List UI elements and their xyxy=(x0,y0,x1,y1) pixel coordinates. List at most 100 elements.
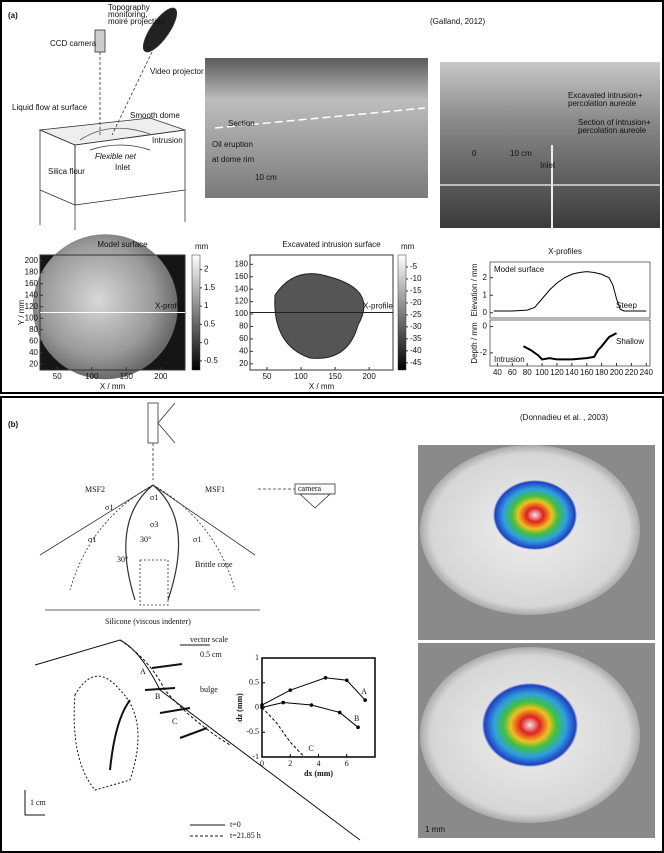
series-label: Model surface xyxy=(494,265,545,274)
label: 30° xyxy=(140,535,151,544)
section-line xyxy=(214,107,426,129)
x-tick-label: 100 xyxy=(85,372,99,381)
y-tick-label: 40 xyxy=(29,348,38,357)
label: σ3 xyxy=(150,520,158,529)
label: 0 xyxy=(472,149,477,158)
colorbar-tick-label: -40 xyxy=(410,346,422,355)
intrusion-shape xyxy=(274,273,365,359)
colorbar xyxy=(397,254,407,371)
x-tick-label: 100 xyxy=(535,368,549,377)
point xyxy=(260,703,264,707)
label: 10 cm xyxy=(255,173,277,182)
citation: (Donnadieu et al. , 2003) xyxy=(520,413,608,422)
x-tick-label: 80 xyxy=(523,368,532,377)
label: Excavated intrusion+ xyxy=(568,91,643,100)
label: Inlet xyxy=(115,163,131,172)
label: A xyxy=(140,667,146,676)
y-label: Elevation / mm xyxy=(470,263,479,316)
annotation: Shallow xyxy=(616,337,644,346)
panel-a-frame xyxy=(0,0,664,394)
label: σ1 xyxy=(105,503,113,512)
y-tick-label: 1 xyxy=(483,290,488,299)
dome-shape xyxy=(32,234,178,380)
x-tick-label: 220 xyxy=(625,368,639,377)
label: Flexible net xyxy=(95,152,137,161)
displacement-field xyxy=(493,480,577,550)
series-line xyxy=(261,707,305,758)
label: Intrusion xyxy=(152,136,183,145)
point xyxy=(356,725,360,730)
x-tick-label: 200 xyxy=(362,372,376,381)
label: Inlet xyxy=(540,161,556,170)
annotation: Steep xyxy=(616,301,637,310)
colorbar-tick-label: 1.5 xyxy=(204,283,216,292)
y-tick-label: 2 xyxy=(483,273,488,282)
y-tick-label: 160 xyxy=(25,279,39,288)
x-tick-label: 180 xyxy=(595,368,609,377)
profile-line xyxy=(523,332,617,361)
point xyxy=(281,700,285,705)
label: X-profile xyxy=(155,302,185,311)
y-label: Depth / mm xyxy=(470,322,479,364)
x-tick-label: 2 xyxy=(288,759,292,768)
label: σ1 xyxy=(150,493,158,502)
plot-frame xyxy=(489,319,651,367)
x-tick-label: 4 xyxy=(317,759,321,768)
y-tick-label: 20 xyxy=(239,359,248,368)
y-tick-label: -1 xyxy=(252,752,259,761)
y-tick-label: 180 xyxy=(235,259,249,268)
y-tick-label: 0 xyxy=(483,322,488,331)
y-tick-label: 60 xyxy=(29,336,38,345)
colorbar xyxy=(191,254,201,371)
y-tick-label: 160 xyxy=(235,272,249,281)
series-label: A xyxy=(361,687,367,696)
y-tick-label: 180 xyxy=(25,267,39,276)
point xyxy=(337,710,342,715)
y-tick-label: -2 xyxy=(480,348,488,357)
point xyxy=(288,688,293,692)
colorbar-tick-label: 0.5 xyxy=(204,319,216,328)
y-tick-label: 120 xyxy=(25,302,39,311)
x-tick-label: 140 xyxy=(565,368,579,377)
plot-frame xyxy=(261,657,376,758)
x-label: X / mm xyxy=(309,382,335,391)
label: 0.5 cm xyxy=(200,650,223,659)
citation: (Galland, 2012) xyxy=(430,17,485,26)
label: percolation aureole xyxy=(578,126,647,135)
colorbar-tick-label: 1 xyxy=(204,301,209,310)
label: B xyxy=(155,692,160,701)
profile-sketch xyxy=(24,639,361,841)
x-tick-label: 120 xyxy=(550,368,564,377)
x-tick-label: 6 xyxy=(345,759,349,768)
label: MSF2 xyxy=(85,485,105,494)
label: X-profile xyxy=(363,302,393,311)
colorbar-tick-label: 0 xyxy=(204,338,209,347)
map-title: Model surface xyxy=(97,240,148,249)
y-tick-label: 0 xyxy=(483,308,488,317)
point xyxy=(344,678,349,683)
x-tick-label: 200 xyxy=(610,368,624,377)
label: Silica flour xyxy=(48,167,85,176)
x-tick-label: 0 xyxy=(260,759,264,768)
colorbar-unit: mm xyxy=(195,242,209,251)
y-tick-label: 0 xyxy=(255,702,259,711)
label: at dome rim xyxy=(212,155,255,164)
y-tick-label: 200 xyxy=(25,256,39,265)
colorbar-tick-label: -15 xyxy=(410,286,422,295)
label: MSF1 xyxy=(205,485,225,494)
panel-label: (b) xyxy=(8,420,19,429)
y-tick-label: 60 xyxy=(239,334,248,343)
label: 1 mm xyxy=(425,825,445,834)
label: Liquid flow at surface xyxy=(12,103,88,112)
colorbar-tick-label: -5 xyxy=(410,262,418,271)
x-tick-label: 150 xyxy=(328,372,342,381)
colorbar-tick-label: -20 xyxy=(410,298,422,307)
x-tick-label: 200 xyxy=(154,372,168,381)
chart-title: X-profiles xyxy=(548,247,582,256)
series-label: B xyxy=(354,714,359,723)
label: Video projector xyxy=(150,67,204,76)
colorbar-tick-label: 2 xyxy=(204,265,209,274)
y-tick-label: 100 xyxy=(25,313,39,322)
label: bulge xyxy=(200,685,218,694)
x-tick-label: 240 xyxy=(640,368,654,377)
